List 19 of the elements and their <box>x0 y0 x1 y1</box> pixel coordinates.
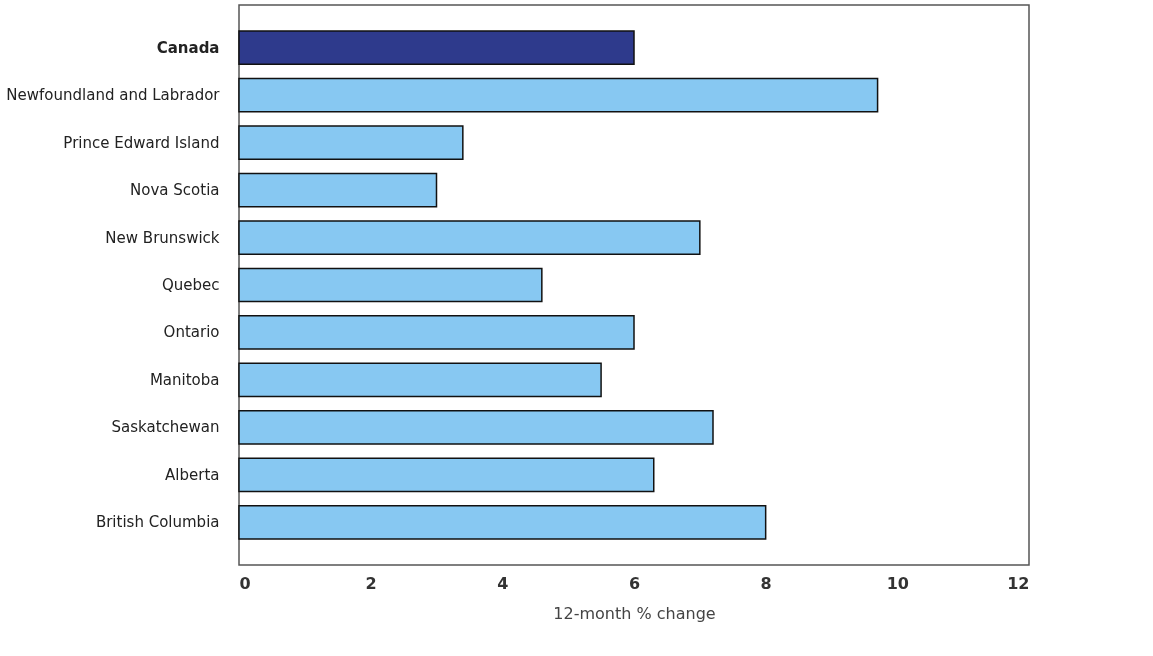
x-tick-label: 2 <box>365 573 377 593</box>
x-tick-label: 12 <box>1007 573 1030 593</box>
x-tick-label: 8 <box>760 573 772 593</box>
y-tick-label: British Columbia <box>95 513 220 532</box>
y-tick-label: Manitoba <box>149 370 220 389</box>
y-tick-label: New Brunswick <box>105 228 220 247</box>
y-tick-label: Canada <box>156 38 220 57</box>
y-tick-label: Alberta <box>165 465 220 484</box>
x-axis-title: 12-month % change <box>553 603 716 623</box>
y-tick-label: Newfoundland and Labrador <box>6 86 221 105</box>
y-tick-label: Saskatchewan <box>111 418 220 437</box>
y-tick-label: Prince Edward Island <box>63 133 220 152</box>
y-tick-label: Ontario <box>163 323 220 342</box>
x-tick-label: 4 <box>497 573 509 593</box>
x-tick-label: 6 <box>628 573 641 593</box>
y-tick-label: Nova Scotia <box>130 181 220 200</box>
x-tick-label: 0 <box>239 573 251 593</box>
x-tick-label: 10 <box>886 573 909 593</box>
y-tick-label: Quebec <box>161 276 220 294</box>
